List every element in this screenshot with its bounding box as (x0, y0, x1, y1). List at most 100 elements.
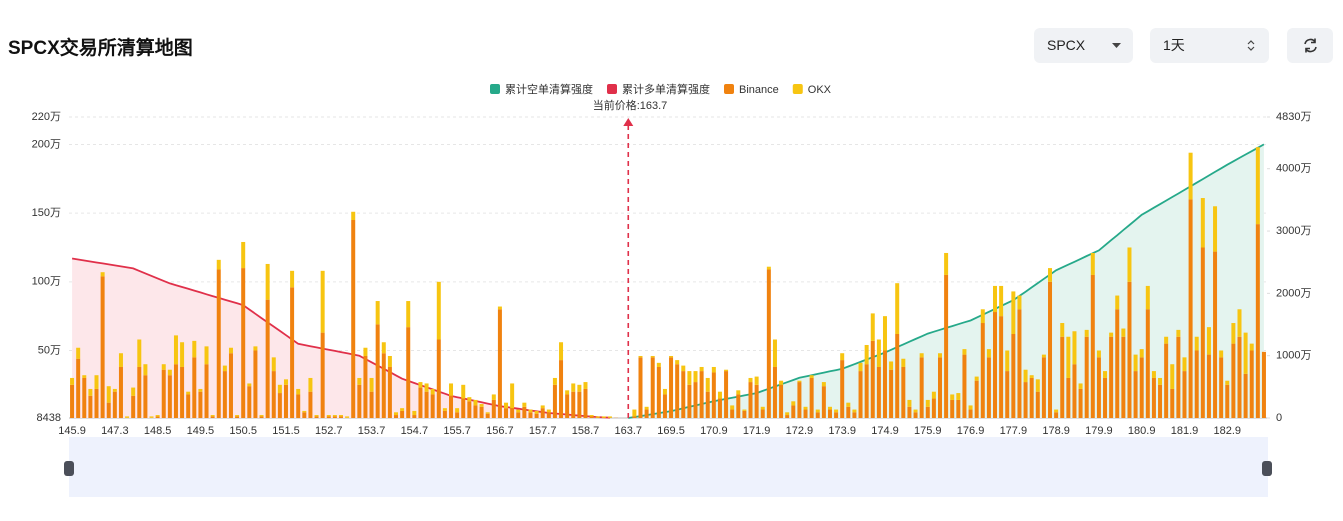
bar (1072, 331, 1077, 365)
bar (461, 384, 466, 399)
symbol-select[interactable]: SPCX (1034, 28, 1133, 63)
range-select[interactable]: 1天 (1150, 28, 1269, 63)
bar (497, 309, 502, 418)
bar (827, 406, 832, 410)
bar (1176, 329, 1181, 337)
bar (852, 412, 857, 418)
bar (1084, 336, 1089, 418)
bar (1237, 309, 1242, 337)
bar (424, 383, 429, 392)
bar (381, 342, 386, 354)
bar (467, 397, 472, 402)
bar (589, 415, 594, 417)
x-tick-label: 149.5 (187, 425, 215, 437)
x-tick-label: 152.7 (315, 425, 343, 437)
bar (772, 339, 777, 367)
refresh-button[interactable] (1287, 28, 1333, 63)
bar (430, 388, 435, 395)
bar (192, 357, 197, 418)
bar (235, 415, 240, 417)
bar (455, 412, 460, 418)
bar (699, 366, 704, 372)
bar (717, 391, 722, 399)
x-tick-label: 155.7 (443, 425, 471, 437)
bar (1127, 247, 1132, 282)
bar (449, 395, 454, 418)
bar (186, 394, 191, 418)
bar (265, 263, 270, 300)
bar (956, 399, 961, 418)
bar (338, 416, 343, 418)
bar (296, 388, 301, 395)
bar (1182, 357, 1187, 372)
bar (412, 410, 417, 416)
bar (638, 357, 643, 418)
bar (1139, 349, 1144, 358)
bar (70, 377, 75, 385)
bar (986, 357, 991, 418)
bar (1078, 383, 1083, 389)
y2-tick-label: 0 (1276, 412, 1282, 424)
bar (283, 379, 288, 385)
bar (638, 355, 643, 358)
bar (442, 410, 447, 418)
bar (711, 372, 716, 418)
bar (907, 406, 912, 418)
bar (785, 415, 790, 418)
bar (118, 366, 123, 418)
bar (180, 366, 185, 418)
bar (766, 269, 771, 418)
bar (277, 384, 282, 394)
bar (595, 416, 600, 418)
bar (436, 339, 441, 418)
bar (473, 405, 478, 418)
bar (980, 323, 985, 418)
x-tick-label: 172.9 (786, 425, 814, 437)
bar (644, 406, 649, 410)
bar (705, 377, 710, 392)
bar (106, 402, 111, 418)
bar (338, 415, 343, 417)
bar (1060, 336, 1065, 418)
bar (100, 272, 105, 277)
bar (950, 399, 955, 418)
zoom-handle (64, 461, 74, 476)
bar (369, 391, 374, 418)
bar (94, 388, 99, 418)
bar (901, 358, 906, 367)
spin-arrows (1247, 40, 1255, 51)
bar (760, 409, 765, 418)
bar (687, 384, 692, 418)
bar (650, 357, 655, 418)
bar (1188, 199, 1193, 418)
bar (632, 409, 637, 417)
legend-label: 累计多单清算强度 (622, 82, 710, 96)
bar (803, 406, 808, 410)
bar (785, 412, 790, 416)
bar (173, 335, 178, 365)
bar (363, 355, 368, 418)
bar (754, 384, 759, 418)
caret (1112, 43, 1121, 48)
bar (241, 268, 246, 418)
bar (968, 405, 973, 410)
bar (1096, 357, 1101, 418)
bar (1023, 369, 1028, 383)
bar (296, 394, 301, 418)
y-tick-label: 150万 (32, 207, 61, 219)
line (71, 257, 610, 419)
bar (748, 382, 753, 418)
bar (314, 415, 319, 417)
x-tick-label: 173.9 (828, 425, 856, 437)
bar (1133, 371, 1138, 418)
legend-label: Binance (739, 84, 779, 96)
bar (821, 386, 826, 418)
y2-tick-label: 4000万 (1276, 163, 1311, 175)
bar (1213, 206, 1218, 252)
bar (216, 269, 221, 418)
bar (253, 346, 258, 351)
bar (870, 340, 875, 418)
x-tick-label: 171.9 (743, 425, 771, 437)
bar (571, 391, 576, 418)
